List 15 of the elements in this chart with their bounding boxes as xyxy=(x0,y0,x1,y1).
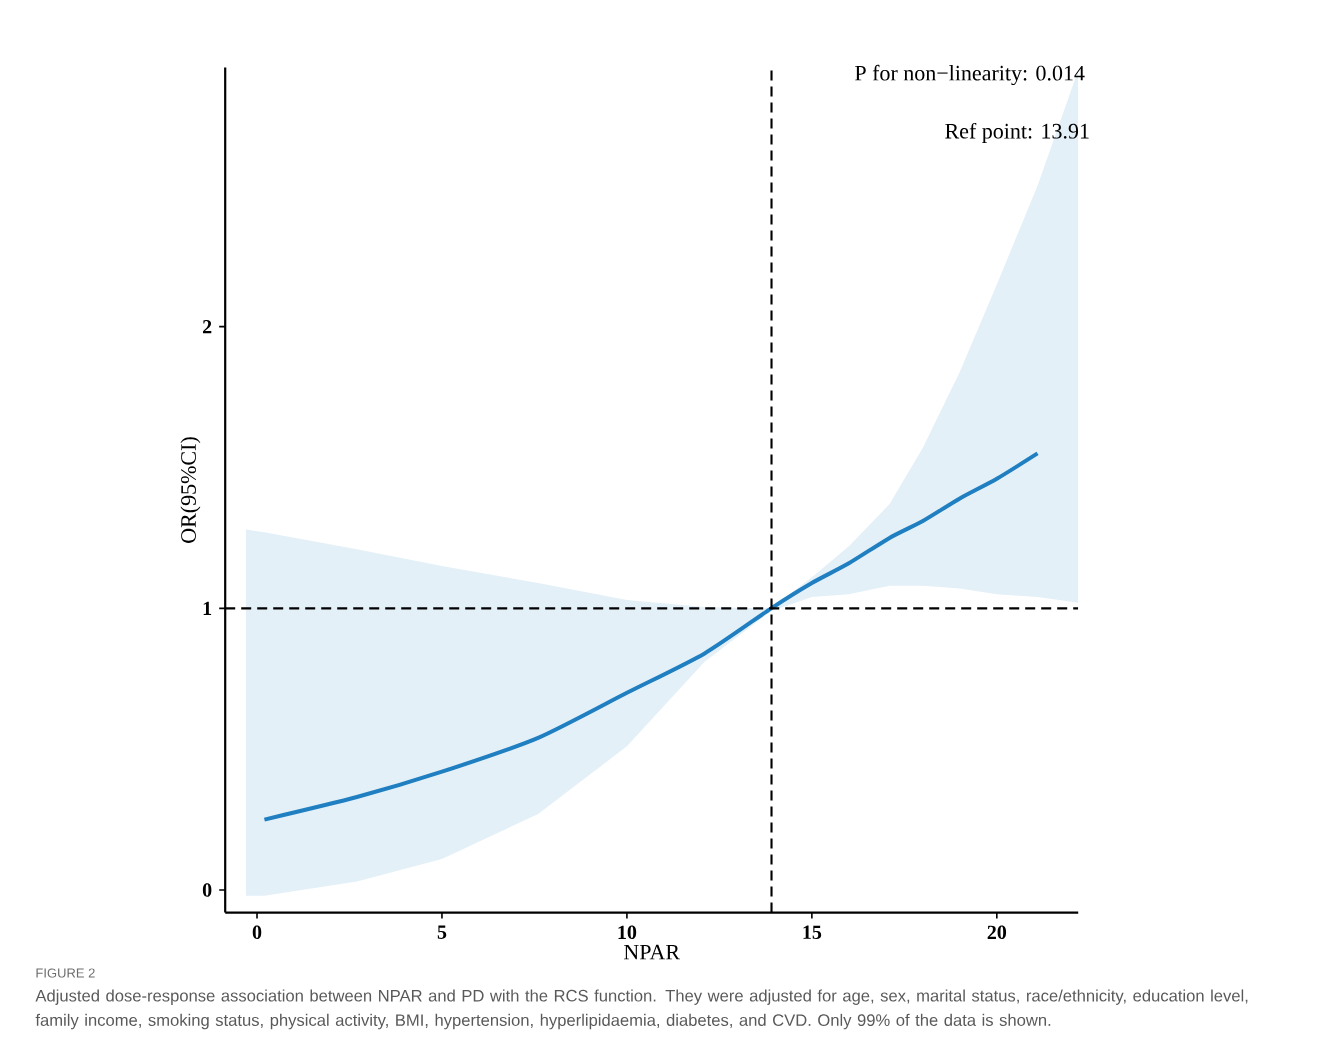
x-tick-label: 20 xyxy=(987,925,1007,940)
x-tick-label: 5 xyxy=(437,925,447,939)
x-tick-label: 0 xyxy=(252,925,262,940)
y-tick-label: 1 xyxy=(203,601,212,615)
y-tick-label: 0 xyxy=(202,883,212,897)
y-tick-label: 2 xyxy=(202,320,212,334)
text: Adjusted dose-response association between NPAR and PD with the RCS function. They were adjusted for age, sex, marital status, race/ethnicity, education level, family income, smoking status, physical activity, BMI, hypertension, hyperlipidaemia, diabetes, and CVD. Only 99% of the data is shown. xyxy=(35,989,1248,1030)
annotation: P for non−linearity: 0.014 xyxy=(855,64,1085,86)
y-axis-title: OR(95%CI) xyxy=(180,437,201,543)
line-series xyxy=(262,451,1040,822)
x-axis-title: NPAR xyxy=(624,944,681,960)
caption: FIGURE 2 xyxy=(36,968,95,978)
x-tick-label: 10 xyxy=(618,925,637,940)
x-tick-label: 15 xyxy=(803,925,822,939)
annotation: Ref point: 13.91 xyxy=(945,122,1089,144)
